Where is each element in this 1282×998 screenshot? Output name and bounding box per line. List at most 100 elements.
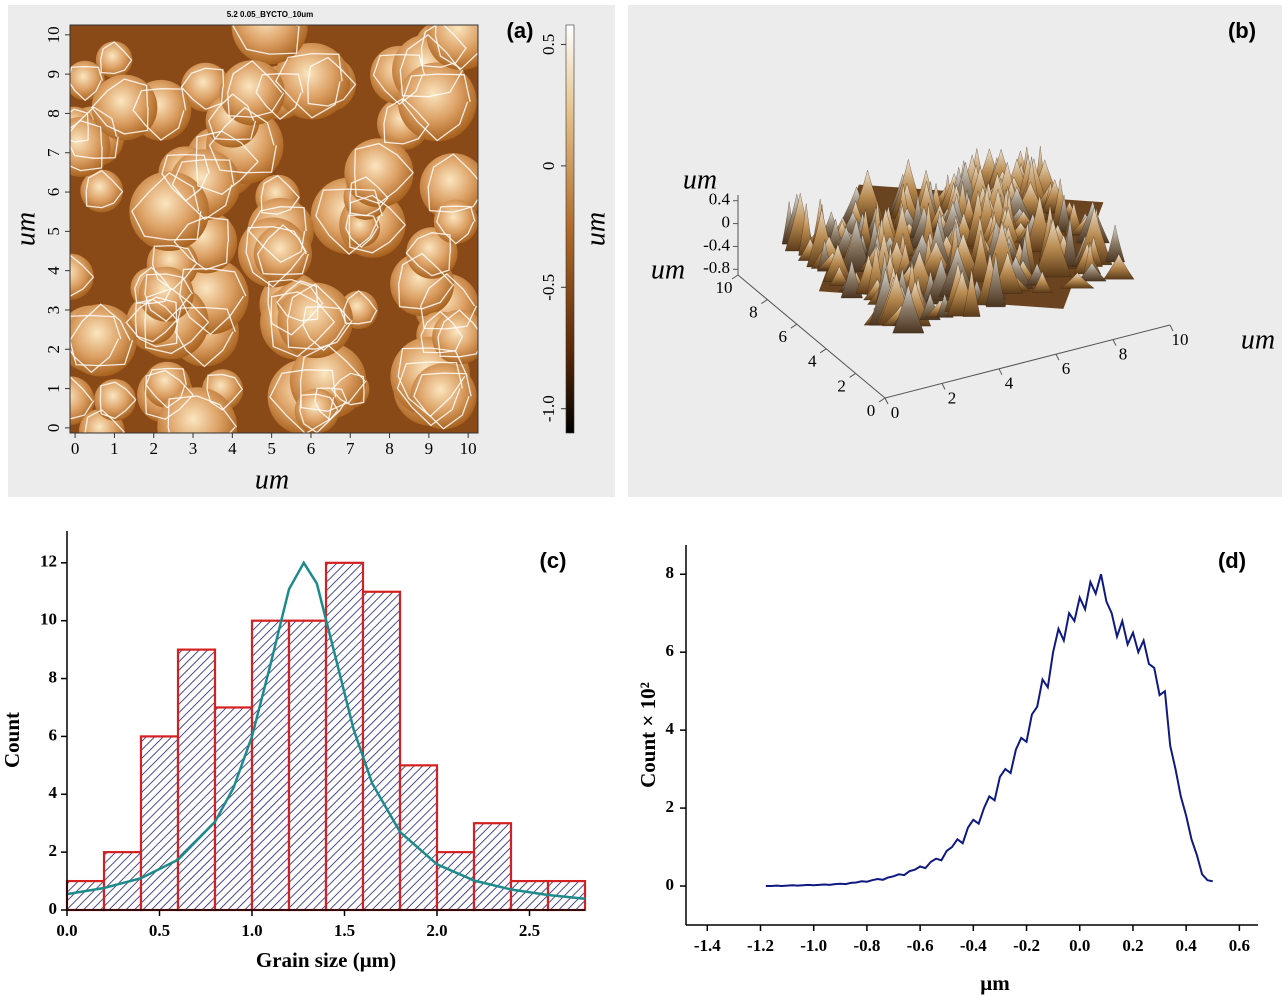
x-tick	[998, 368, 1003, 376]
grain	[70, 304, 137, 377]
grain-boundary	[420, 310, 464, 354]
y-tick-label: 4	[666, 719, 675, 738]
grain-boundary	[70, 65, 104, 102]
y-tick-label: 0	[867, 401, 876, 420]
x-tick-label: -0.4	[960, 936, 987, 955]
x-tick	[941, 383, 946, 390]
x-tick-label: 4	[228, 439, 237, 458]
bar	[435, 851, 476, 912]
grain-boundary	[206, 373, 244, 411]
surface-peak	[962, 268, 981, 317]
panel-b: 0 2 4 6 8 10 0 2 4 6 8 10 0.4 0 -0.4 -0.8 um um um (b)	[651, 18, 1275, 422]
y-tick	[878, 397, 886, 403]
x-tick-label: -0.8	[853, 936, 880, 955]
afm-image	[70, 25, 478, 433]
y-tick-label: 2	[666, 797, 675, 816]
grain-boundary	[145, 367, 187, 409]
grain-boundary	[307, 56, 357, 107]
grain-boundary	[398, 252, 455, 310]
x-axis-label: um	[1241, 324, 1275, 355]
grain-boundary	[134, 298, 178, 343]
y-tick-label: 6	[49, 725, 58, 744]
grain-boundary	[276, 280, 319, 322]
grain-boundary	[144, 273, 193, 322]
grain-boundary	[383, 97, 430, 145]
x-tick-label: 0.4	[1176, 936, 1198, 955]
x-axis	[884, 324, 1171, 399]
x-tick-label: -1.4	[694, 936, 721, 955]
grain-boundary	[245, 226, 308, 288]
x-tick-label: 7	[346, 439, 355, 458]
grain-boundary	[248, 206, 307, 263]
y-axis-label: Count	[0, 712, 24, 768]
grain-boundary	[345, 214, 379, 248]
y-tick-label: 4	[44, 266, 63, 275]
y-tick-label: 6	[666, 641, 675, 660]
x-axis-label: um	[255, 464, 289, 495]
line	[765, 573, 1214, 888]
x-tick-label: 10	[1172, 330, 1189, 349]
bar	[213, 706, 254, 912]
grain	[231, 25, 308, 65]
y-tick-label: 8	[44, 109, 63, 118]
grain-boundary	[343, 289, 378, 325]
x-tick	[884, 397, 889, 405]
y-tick	[819, 348, 827, 354]
x-axis-label: μm	[980, 971, 1010, 995]
grain-boundary	[405, 232, 452, 277]
grain-boundary	[151, 244, 198, 291]
surface-peak	[1031, 270, 1053, 293]
surface-peak	[1060, 272, 1095, 289]
y-tick-label: 9	[44, 70, 63, 79]
grain-boundary	[401, 73, 471, 142]
y-axis	[737, 274, 886, 399]
panel-label: (c)	[540, 548, 567, 573]
y-tick-label: 10	[44, 26, 63, 43]
colorbar-tick-label: 0.5	[539, 34, 558, 55]
image-frame	[69, 24, 479, 434]
y-tick-label: 2	[837, 376, 846, 395]
z-tick-label: 0.4	[709, 190, 731, 209]
grain-boundary	[256, 224, 309, 276]
y-tick-label: 8	[749, 303, 758, 322]
y-tick-label: 4	[49, 783, 58, 802]
panel-label: (a)	[507, 18, 534, 43]
panel-a: 5.2 0.05_BYCTO_10um 0 1 2 3 4 5 6 7 8 9 10 0 1 2 3 4 5 6 7 8…	[10, 10, 611, 495]
grain-boundary	[173, 216, 230, 271]
bar	[287, 619, 328, 912]
grain-boundary	[171, 158, 235, 221]
grain-boundary	[267, 278, 324, 336]
y-tick-label: 1	[44, 384, 63, 393]
grain-boundary	[70, 376, 95, 420]
y-tick	[731, 274, 739, 280]
panel-c: 0.0 0.5 1.0 1.5 2.0 2.5 0 2 4 6 8 10 12 Grain size (μ…	[0, 531, 587, 972]
z-tick-label: -0.8	[703, 258, 730, 277]
grain-boundary	[413, 372, 472, 430]
y-tick	[790, 323, 798, 329]
y-tick-label: 10	[40, 610, 57, 629]
y-tick-label: 0	[666, 875, 675, 894]
grain	[426, 25, 478, 71]
grain-boundary	[70, 255, 95, 297]
grain-boundary	[232, 25, 300, 55]
y-tick-label: 3	[44, 306, 63, 315]
surface-peak	[1103, 253, 1135, 280]
x-tick-label: -0.6	[907, 936, 934, 955]
bar	[509, 879, 550, 912]
grain-boundary	[70, 108, 89, 143]
grain-boundary	[70, 303, 134, 367]
y-tick	[849, 372, 856, 378]
grain-boundary	[70, 119, 103, 172]
grain-boundary	[255, 73, 304, 121]
grain-boundary	[132, 88, 187, 141]
z-tick-label: 0	[722, 212, 731, 231]
grain-boundary	[354, 142, 414, 205]
panel-d: -1.4 -1.2 -1.0 -0.8 -0.6 -0.4 -0.2 0.0 0.2 0.4 0.6…	[636, 545, 1258, 995]
x-tick-label: 8	[1119, 345, 1128, 364]
grain	[70, 376, 95, 426]
grain-boundary	[85, 169, 124, 209]
x-tick-label: -0.2	[1013, 936, 1040, 955]
y-tick-label: 6	[44, 188, 63, 197]
grain-boundary	[144, 369, 194, 420]
x-tick-label: 0	[71, 439, 80, 458]
